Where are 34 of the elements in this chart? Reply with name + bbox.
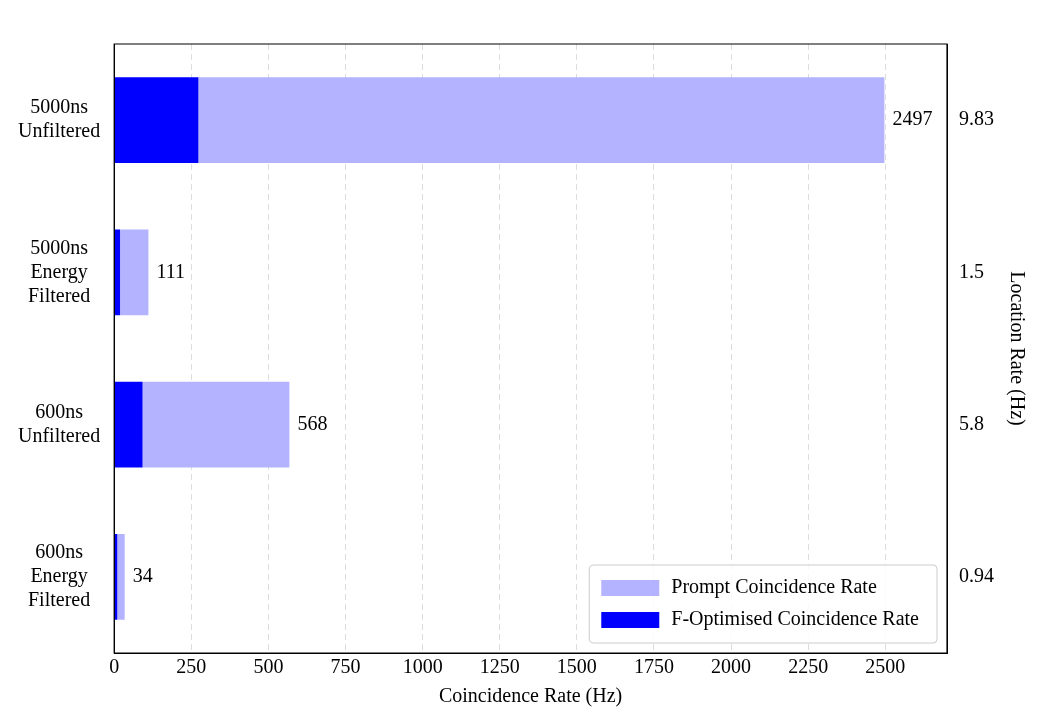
y-tick-label: 600ns Unfiltered: [18, 399, 101, 446]
y2-axis-title: Location Rate (Hz): [1005, 271, 1029, 426]
bar: [114, 77, 199, 163]
legend-label: Prompt Coincidence Rate: [671, 575, 877, 599]
bar: [198, 77, 885, 163]
total-label: 568: [297, 411, 328, 434]
x-tick-label: 250: [176, 655, 207, 678]
legend-label: F-Optimised Coincidence Rate: [671, 607, 920, 631]
x-tick-label: 1000: [402, 655, 443, 678]
bar: [120, 229, 149, 316]
x-tick-label: 1750: [633, 655, 674, 678]
x-axis-title: Coincidence Rate (Hz): [438, 684, 623, 708]
total-label: 111: [156, 259, 185, 282]
x-tick-label: 750: [330, 655, 361, 678]
x-tick-label: 500: [253, 655, 284, 678]
total-label: 34: [132, 564, 153, 587]
total-label: 2497: [892, 107, 933, 130]
x-tick-label: 1500: [556, 655, 597, 678]
x-tick-label: 2500: [865, 655, 906, 678]
bar: [117, 534, 125, 620]
bar: [114, 381, 143, 468]
y-tick-label: 600ns Energy Filtered: [27, 540, 91, 611]
x-tick-label: 2000: [711, 655, 752, 678]
y2-tick-label: 0.94: [959, 564, 994, 587]
y-tick-label: 5000ns Unfiltered: [18, 95, 101, 142]
x-tick-label: 2250: [788, 655, 829, 678]
x-tick-label: 0: [109, 655, 120, 678]
y-tick-label: 5000ns Energy Filtered: [27, 235, 91, 306]
y2-tick-label: 5.8: [959, 411, 984, 434]
y2-tick-label: 9.83: [959, 107, 994, 130]
x-tick-label: 1250: [479, 655, 520, 678]
bar: [142, 381, 290, 468]
bar: [114, 229, 121, 316]
y2-tick-label: 1.5: [959, 259, 984, 282]
